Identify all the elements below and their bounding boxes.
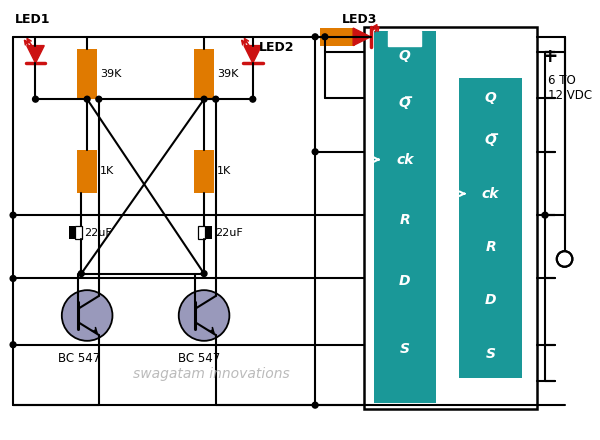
FancyArrowPatch shape bbox=[27, 39, 32, 46]
Text: Q: Q bbox=[485, 91, 496, 105]
Circle shape bbox=[213, 96, 218, 102]
Circle shape bbox=[62, 290, 112, 341]
Polygon shape bbox=[244, 46, 262, 63]
Text: LED1: LED1 bbox=[15, 13, 50, 26]
FancyArrowPatch shape bbox=[25, 40, 29, 46]
FancyArrowPatch shape bbox=[245, 39, 250, 46]
Bar bbox=[68, 226, 76, 239]
Text: S: S bbox=[485, 348, 496, 362]
Text: 1K: 1K bbox=[217, 166, 231, 176]
Text: +: + bbox=[542, 47, 558, 66]
Circle shape bbox=[10, 275, 16, 282]
Text: LED3: LED3 bbox=[342, 13, 377, 26]
Bar bbox=[374, 31, 436, 403]
FancyArrowPatch shape bbox=[375, 27, 379, 32]
Polygon shape bbox=[27, 46, 44, 63]
FancyArrowPatch shape bbox=[92, 328, 97, 333]
Text: S: S bbox=[400, 341, 410, 356]
FancyArrowPatch shape bbox=[374, 158, 379, 162]
Circle shape bbox=[201, 96, 207, 102]
Circle shape bbox=[32, 96, 38, 102]
Circle shape bbox=[10, 342, 16, 348]
Text: Q: Q bbox=[399, 49, 410, 63]
Text: ck: ck bbox=[396, 153, 413, 167]
Text: 39K: 39K bbox=[100, 69, 121, 79]
Circle shape bbox=[312, 149, 318, 155]
Text: 22uF: 22uF bbox=[84, 227, 112, 238]
Circle shape bbox=[84, 96, 90, 102]
Bar bbox=[364, 27, 537, 409]
Bar bbox=[194, 150, 214, 193]
Circle shape bbox=[179, 290, 229, 341]
Circle shape bbox=[322, 34, 328, 40]
Polygon shape bbox=[353, 28, 371, 46]
Text: Q̅: Q̅ bbox=[485, 133, 496, 147]
Text: ck: ck bbox=[482, 187, 499, 201]
Circle shape bbox=[96, 96, 102, 102]
FancyArrowPatch shape bbox=[209, 328, 214, 333]
Circle shape bbox=[250, 96, 256, 102]
Text: 1K: 1K bbox=[100, 166, 114, 176]
Text: D: D bbox=[399, 275, 410, 288]
FancyArrowPatch shape bbox=[373, 25, 377, 29]
Text: BC 547: BC 547 bbox=[178, 352, 220, 365]
Text: 6 TO
12 VDC: 6 TO 12 VDC bbox=[548, 74, 592, 102]
Circle shape bbox=[542, 212, 548, 218]
Bar bbox=[460, 78, 522, 378]
Bar bbox=[194, 48, 214, 99]
Circle shape bbox=[79, 271, 84, 276]
Text: Q̅: Q̅ bbox=[399, 96, 410, 110]
Text: D: D bbox=[485, 293, 496, 307]
Text: BC 547: BC 547 bbox=[58, 352, 100, 365]
Text: LED2: LED2 bbox=[259, 41, 294, 54]
FancyArrowPatch shape bbox=[542, 213, 545, 217]
Circle shape bbox=[312, 34, 318, 40]
Bar bbox=[77, 150, 97, 193]
Circle shape bbox=[312, 402, 318, 408]
FancyArrowPatch shape bbox=[460, 191, 464, 196]
Bar bbox=[76, 226, 82, 239]
Bar bbox=[77, 48, 97, 99]
Text: R: R bbox=[485, 240, 496, 254]
Text: swagatam innovations: swagatam innovations bbox=[133, 367, 289, 381]
Text: 22uF: 22uF bbox=[215, 227, 242, 238]
Bar bbox=[205, 226, 212, 239]
Bar bbox=[320, 28, 355, 46]
Circle shape bbox=[201, 271, 207, 276]
Bar bbox=[388, 31, 421, 46]
FancyArrowPatch shape bbox=[242, 40, 246, 46]
Text: R: R bbox=[400, 213, 410, 227]
Text: 39K: 39K bbox=[217, 69, 238, 79]
Circle shape bbox=[10, 212, 16, 218]
Bar bbox=[198, 226, 205, 239]
